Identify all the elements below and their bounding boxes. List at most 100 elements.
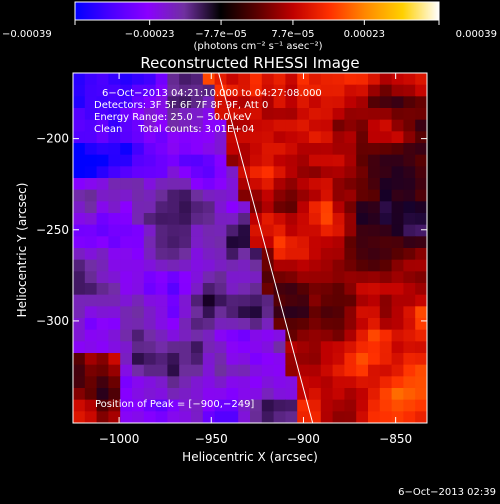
heatmap-cell [96, 84, 109, 97]
heatmap-cell [238, 236, 251, 249]
heatmap-cell [238, 388, 251, 401]
heatmap-cell [214, 108, 227, 121]
heatmap-cell [320, 224, 334, 237]
heatmap-cell [179, 411, 192, 423]
heatmap-cell [344, 236, 357, 249]
heatmap-cell [356, 143, 369, 156]
heatmap-cell [273, 236, 286, 249]
heatmap-cell [403, 213, 416, 226]
heatmap-cell [285, 143, 298, 156]
heatmap-cell [73, 353, 86, 366]
heatmap-cell [226, 271, 239, 284]
heatmap-cell [320, 259, 334, 272]
heatmap-cell [143, 178, 157, 191]
heatmap-cell [415, 131, 427, 144]
heatmap-cell [226, 388, 239, 401]
heatmap-cell [73, 294, 86, 307]
heatmap-cell [332, 236, 345, 249]
heatmap-cell [108, 108, 121, 121]
heatmap-cell [250, 96, 263, 109]
heatmap-cell [84, 248, 98, 261]
heatmap-cell [155, 73, 168, 86]
heatmap-cell [261, 96, 275, 109]
heatmap-cell [202, 96, 216, 109]
heatmap-cell [297, 84, 310, 97]
heatmap-cell [226, 318, 239, 331]
heatmap-cell [179, 189, 192, 202]
heatmap-cell [179, 224, 192, 237]
heatmap-cell [391, 166, 404, 179]
heatmap-cell [179, 131, 192, 144]
heatmap-cell [403, 341, 416, 354]
heatmap-cell [73, 96, 86, 109]
heatmap-cell [214, 248, 227, 261]
heatmap-cell [96, 96, 109, 109]
heatmap-cell [238, 119, 251, 132]
colorbar-tick-label: 7.7e−05 [271, 29, 314, 40]
heatmap-cell [285, 224, 298, 237]
heatmap-cell [273, 364, 286, 377]
y-tick-label: −250 [36, 223, 69, 237]
heatmap-cell [155, 294, 168, 307]
heatmap-cell [344, 224, 357, 237]
heatmap-cell [320, 353, 334, 366]
heatmap-cell [155, 108, 168, 121]
heatmap-cell [297, 236, 310, 249]
heatmap-cell [332, 399, 345, 412]
heatmap-cell [356, 248, 369, 261]
heatmap-cell [226, 84, 239, 97]
heatmap-cell [202, 364, 216, 377]
heatmap-cell [179, 108, 192, 121]
heatmap-cell [120, 329, 133, 342]
heatmap-cell [297, 131, 310, 144]
heatmap-cell [403, 119, 416, 132]
heatmap-cell [191, 399, 204, 412]
heatmap-cell [120, 306, 133, 319]
heatmap-cell [285, 154, 298, 167]
heatmap-cell [261, 318, 275, 331]
heatmap-cell [285, 399, 298, 412]
heatmap-cell [108, 329, 121, 342]
heatmap-cell [143, 96, 157, 109]
heatmap-cell [391, 189, 404, 202]
heatmap-cell [167, 388, 180, 401]
colorbar-ticks: −0.00039 −0.00023 −7.7e−05 7.7e−05 0.00023 0.… [2, 20, 497, 40]
heatmap-cell [143, 166, 157, 179]
heatmap-cell [297, 119, 310, 132]
heatmap-cell [84, 131, 98, 144]
heatmap-cell [250, 143, 263, 156]
heatmap-cell [415, 236, 427, 249]
heatmap-cell [191, 178, 204, 191]
heatmap-cell [415, 329, 427, 342]
heatmap-cell [391, 364, 404, 377]
heatmap-cell [226, 306, 239, 319]
heatmap-cell [191, 376, 204, 389]
heatmap-cell [108, 224, 121, 237]
heatmap-cell [108, 143, 121, 156]
heatmap-cell [226, 283, 239, 296]
heatmap-cell [84, 376, 98, 389]
heatmap-cell [143, 73, 157, 86]
heatmap-cell [285, 178, 298, 191]
heatmap-cell [143, 189, 157, 202]
heatmap-cell [143, 259, 157, 272]
heatmap-cell [143, 329, 157, 342]
heatmap-cell [297, 329, 310, 342]
heatmap-cell [179, 271, 192, 284]
heatmap-cell [415, 108, 427, 121]
heatmap-cell [320, 411, 334, 423]
heatmap-cell [73, 399, 86, 412]
heatmap-cell [273, 271, 286, 284]
heatmap-cell [415, 166, 427, 179]
heatmap-cell [403, 271, 416, 284]
heatmap-cell [132, 353, 145, 366]
heatmap-cell [320, 154, 334, 167]
heatmap-cell [391, 201, 404, 214]
heatmap-cell [261, 411, 275, 423]
heatmap-cell [167, 341, 180, 354]
heatmap-cell [391, 376, 404, 389]
heatmap-cell [391, 399, 404, 412]
heatmap-cell [96, 294, 109, 307]
heatmap-cell [143, 248, 157, 261]
